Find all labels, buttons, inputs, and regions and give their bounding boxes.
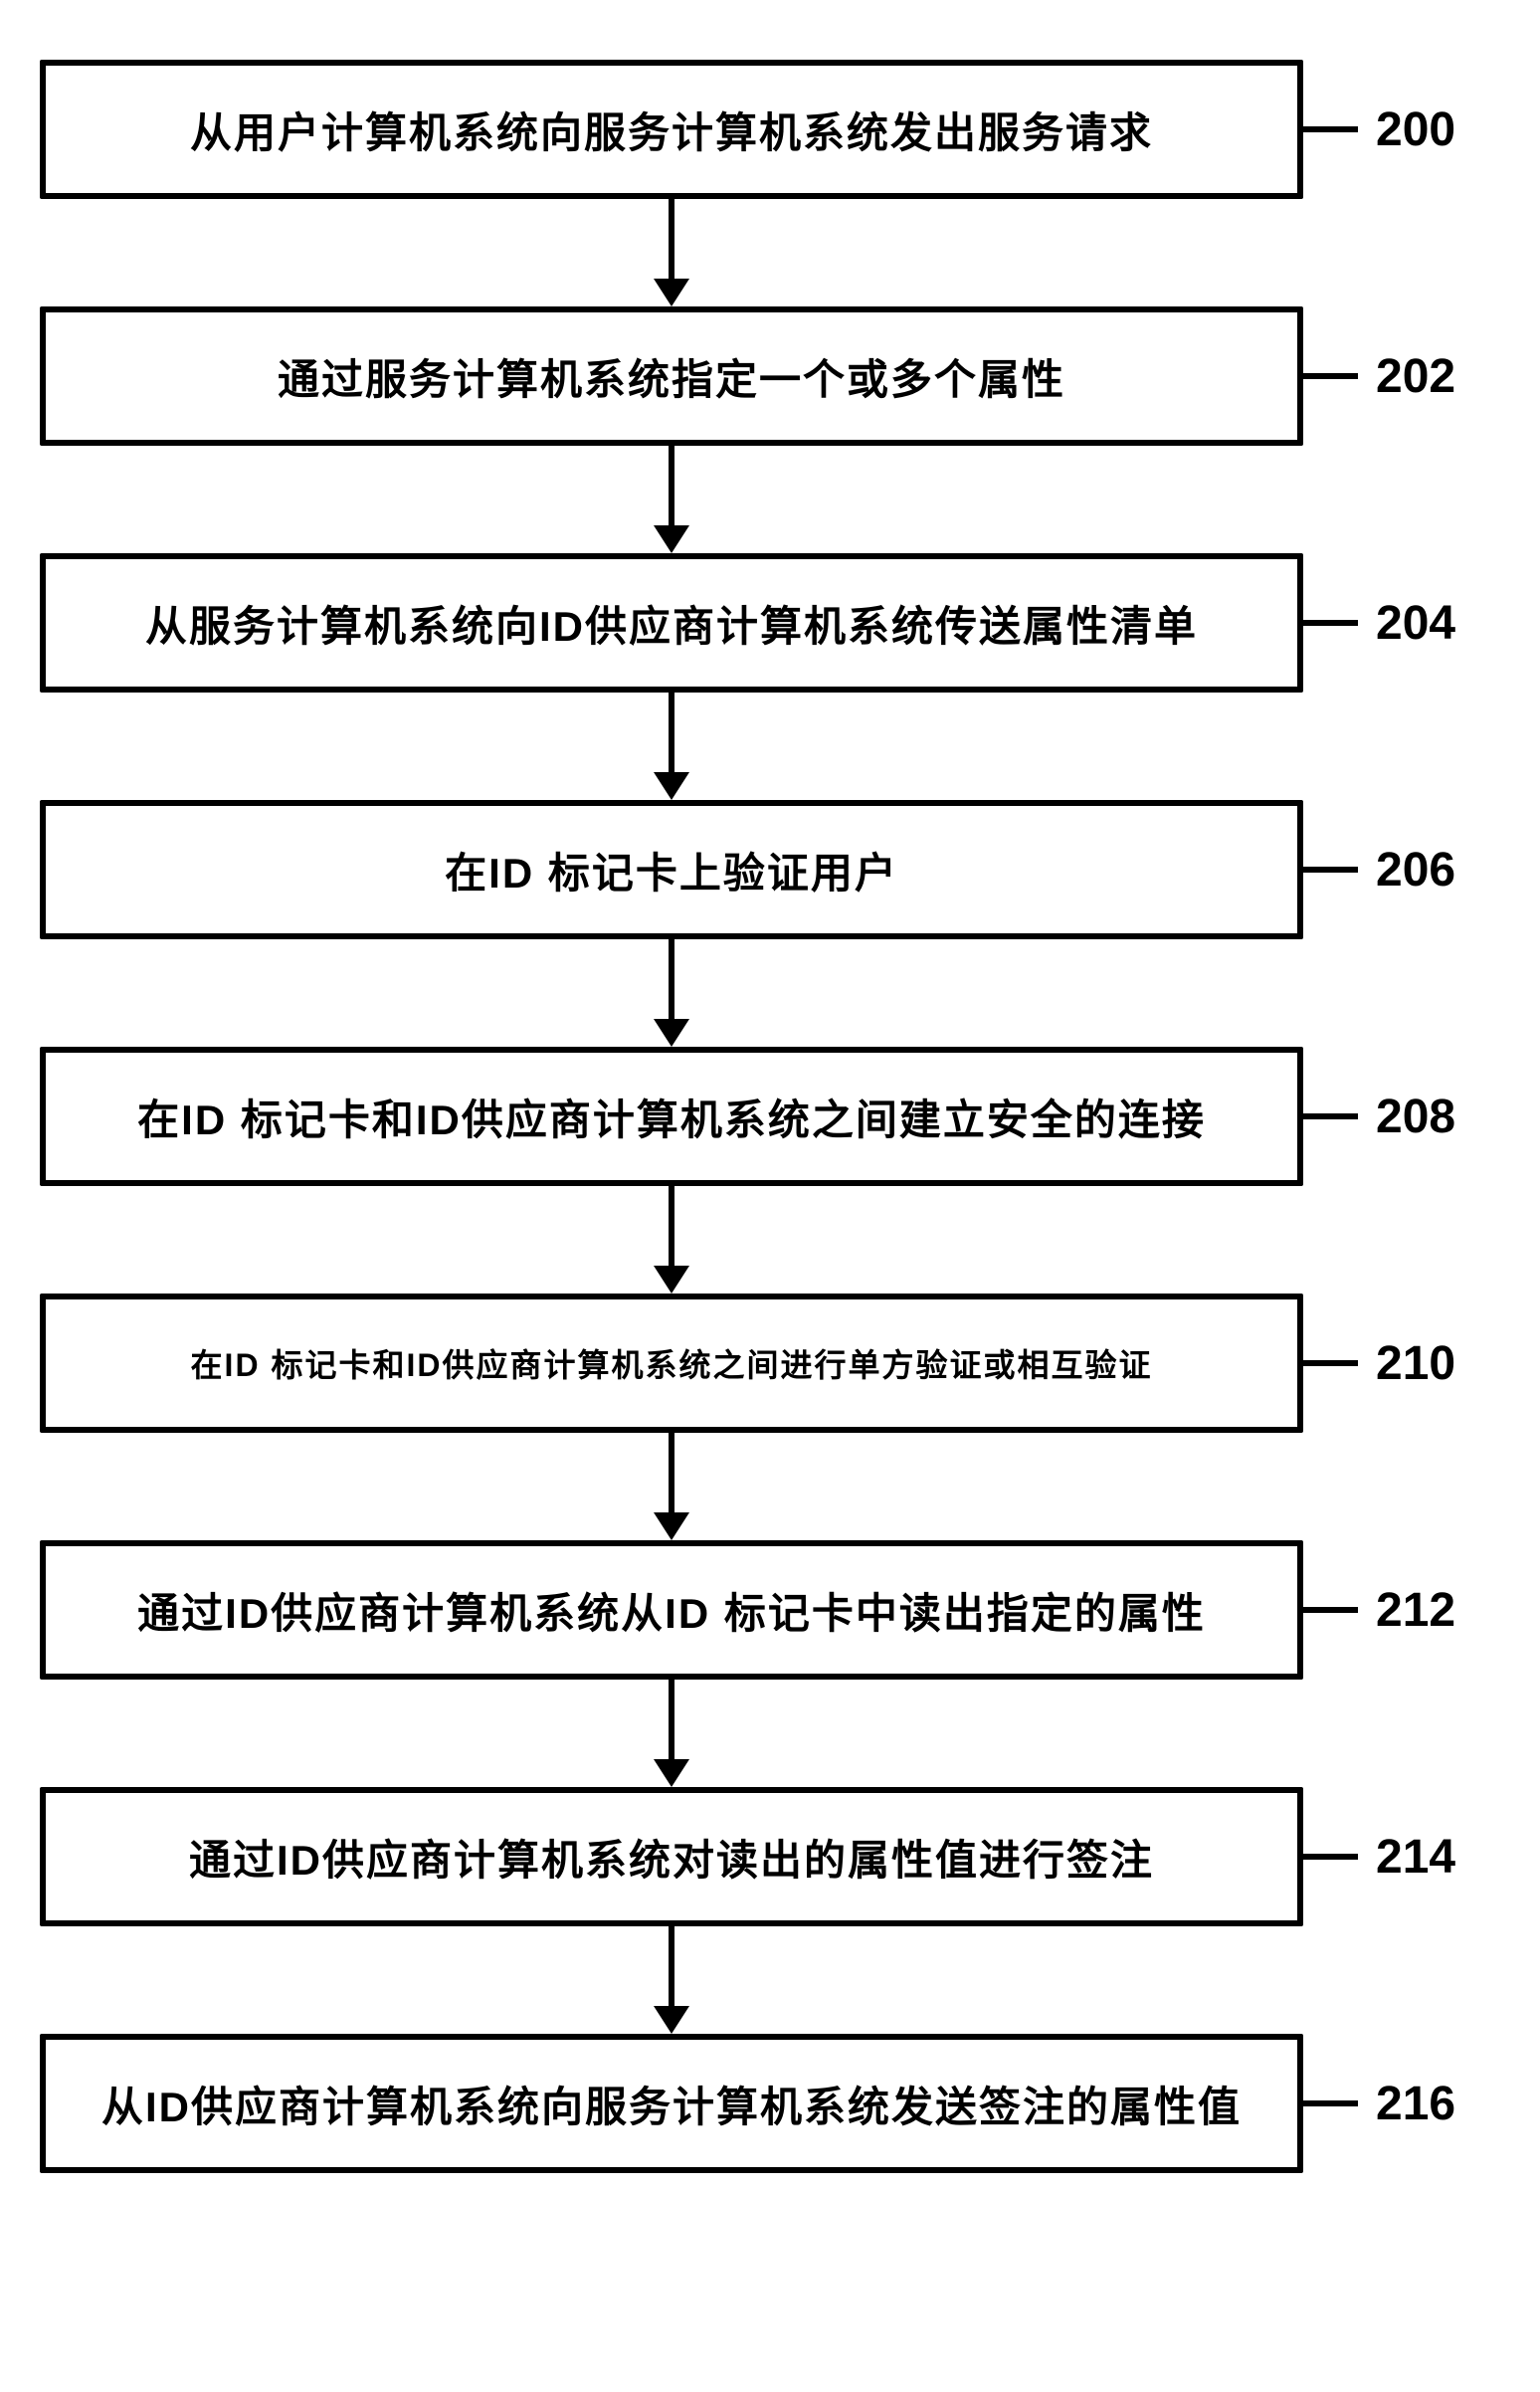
flow-arrow-row	[40, 1433, 1500, 1540]
flow-arrow	[40, 1926, 1303, 2034]
flow-connector-line	[1303, 373, 1358, 379]
flow-arrow-row	[40, 1680, 1500, 1787]
flow-step-number: 202	[1376, 349, 1455, 404]
flow-arrow-shaft	[669, 1433, 674, 1512]
flow-arrow-head	[654, 1759, 689, 1787]
flow-step-number: 200	[1376, 102, 1455, 157]
flow-connector-line	[1303, 1360, 1358, 1366]
flow-step-number: 206	[1376, 843, 1455, 897]
flow-step-box: 通过ID供应商计算机系统对读出的属性值进行签注	[40, 1787, 1303, 1926]
flow-arrow-row	[40, 1186, 1500, 1294]
flow-step-text: 在ID 标记卡和ID供应商计算机系统之间进行单方验证或相互验证	[191, 1340, 1153, 1386]
flow-step-row: 通过ID供应商计算机系统对读出的属性值进行签注 214	[40, 1787, 1500, 1926]
flow-arrow-shaft	[669, 1186, 674, 1266]
flow-arrow-head	[654, 1266, 689, 1294]
flow-step-row: 从ID供应商计算机系统向服务计算机系统发送签注的属性值 216	[40, 2034, 1500, 2173]
flow-arrow-head	[654, 1019, 689, 1047]
flow-connector-line	[1303, 126, 1358, 132]
flow-connector-line	[1303, 2100, 1358, 2106]
flow-step-box: 在ID 标记卡和ID供应商计算机系统之间建立安全的连接	[40, 1047, 1303, 1186]
flow-step-text: 在ID 标记卡上验证用户	[445, 840, 898, 900]
flow-connector-line	[1303, 620, 1358, 626]
flow-step-number: 212	[1376, 1583, 1455, 1638]
flow-arrow	[40, 1680, 1303, 1787]
flow-step-text: 从ID供应商计算机系统向服务计算机系统发送签注的属性值	[101, 2074, 1242, 2134]
flow-connector-line	[1303, 1113, 1358, 1119]
flow-step-text: 通过服务计算机系统指定一个或多个属性	[278, 346, 1065, 407]
flow-arrow-row	[40, 1926, 1500, 2034]
flow-step-text: 通过ID供应商计算机系统对读出的属性值进行签注	[189, 1827, 1154, 1888]
flow-arrow	[40, 446, 1303, 553]
flow-step-box: 从ID供应商计算机系统向服务计算机系统发送签注的属性值	[40, 2034, 1303, 2173]
flow-step-row: 从用户计算机系统向服务计算机系统发出服务请求 200	[40, 60, 1500, 199]
flow-connector-line	[1303, 1607, 1358, 1613]
flow-step-box: 在ID 标记卡和ID供应商计算机系统之间进行单方验证或相互验证	[40, 1294, 1303, 1433]
flow-step-row: 通过ID供应商计算机系统从ID 标记卡中读出指定的属性 212	[40, 1540, 1500, 1680]
flow-step-text: 通过ID供应商计算机系统从ID 标记卡中读出指定的属性	[137, 1580, 1206, 1641]
flow-arrow-shaft	[669, 199, 674, 279]
flow-arrow-row	[40, 199, 1500, 306]
flow-arrow-shaft	[669, 693, 674, 772]
flow-step-row: 从服务计算机系统向ID供应商计算机系统传送属性清单 204	[40, 553, 1500, 693]
flow-step-number: 214	[1376, 1830, 1455, 1885]
flow-step-text: 从服务计算机系统向ID供应商计算机系统传送属性清单	[145, 593, 1198, 654]
flow-step-box: 在ID 标记卡上验证用户	[40, 800, 1303, 939]
flow-arrow	[40, 1186, 1303, 1294]
flow-arrow-head	[654, 2006, 689, 2034]
flow-arrow	[40, 199, 1303, 306]
flow-step-number: 208	[1376, 1090, 1455, 1144]
flow-arrow-row	[40, 693, 1500, 800]
flow-connector-line	[1303, 867, 1358, 873]
flow-step-text: 在ID 标记卡和ID供应商计算机系统之间建立安全的连接	[137, 1087, 1206, 1147]
flow-step-row: 在ID 标记卡和ID供应商计算机系统之间建立安全的连接 208	[40, 1047, 1500, 1186]
flow-arrow-head	[654, 772, 689, 800]
flow-step-row: 通过服务计算机系统指定一个或多个属性 202	[40, 306, 1500, 446]
flow-step-box: 通过ID供应商计算机系统从ID 标记卡中读出指定的属性	[40, 1540, 1303, 1680]
flow-step-box: 从服务计算机系统向ID供应商计算机系统传送属性清单	[40, 553, 1303, 693]
flow-arrow-row	[40, 939, 1500, 1047]
flow-step-text: 从用户计算机系统向服务计算机系统发出服务请求	[190, 100, 1153, 160]
flow-arrow	[40, 939, 1303, 1047]
flow-arrow-row	[40, 446, 1500, 553]
flow-step-row: 在ID 标记卡上验证用户 206	[40, 800, 1500, 939]
flow-arrow-shaft	[669, 1680, 674, 1759]
flowchart-container: 从用户计算机系统向服务计算机系统发出服务请求 200 通过服务计算机系统指定一个或多…	[40, 60, 1500, 2173]
flow-arrow-shaft	[669, 446, 674, 525]
flow-step-row: 在ID 标记卡和ID供应商计算机系统之间进行单方验证或相互验证 210	[40, 1294, 1500, 1433]
flow-step-box: 通过服务计算机系统指定一个或多个属性	[40, 306, 1303, 446]
flow-step-box: 从用户计算机系统向服务计算机系统发出服务请求	[40, 60, 1303, 199]
flow-arrow-head	[654, 279, 689, 306]
flow-step-number: 204	[1376, 596, 1455, 651]
flow-arrow	[40, 1433, 1303, 1540]
flow-connector-line	[1303, 1854, 1358, 1860]
flow-arrow-shaft	[669, 1926, 674, 2006]
flow-arrow-head	[654, 1512, 689, 1540]
flow-arrow-shaft	[669, 939, 674, 1019]
flow-arrow	[40, 693, 1303, 800]
flow-arrow-head	[654, 525, 689, 553]
flow-step-number: 216	[1376, 2077, 1455, 2131]
flow-step-number: 210	[1376, 1336, 1455, 1391]
